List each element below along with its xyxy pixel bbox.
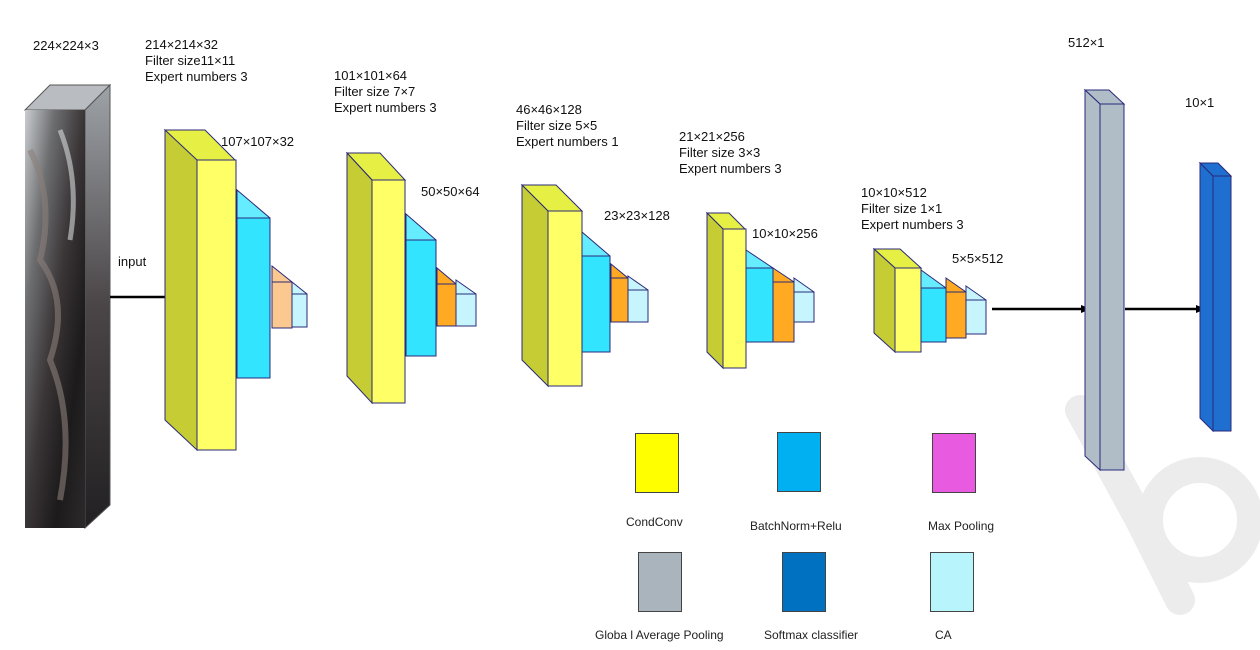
block5-conv-front [894,267,922,353]
block4-filter: Filter size 3×3 [679,145,761,160]
softmax-bar [1198,161,1233,433]
block1-pool-front [271,281,293,329]
block4-conv-front [722,228,747,369]
block2-dims: 101×101×64 [334,68,408,83]
legend-swatch-max-pooling [932,433,976,493]
input-image [23,83,112,530]
block2-conv-side [346,151,373,405]
block5-experts: Expert numbers 3 [861,217,964,232]
block3-conv-side [521,183,549,388]
block5-filter: Filter size 1×1 [861,201,943,216]
legend-swatch-condconv [635,433,679,493]
legend-label-gap: Globa l Average Pooling [595,628,724,642]
block-2 [345,151,477,405]
block4-pool-label: 10×10×256 [752,226,818,241]
block1-label: 214×214×32 Filter size11×11 Expert numbe… [145,37,248,85]
block2-pool-front [436,283,457,327]
block4-label: 21×21×256 Filter size 3×3 Expert numbers… [679,129,782,177]
block1-bn-front [236,217,271,379]
softmax-bar-front [1212,175,1232,432]
block3-experts: Expert numbers 1 [516,134,619,149]
block-4 [705,211,815,370]
block3-pool-front [610,277,629,323]
block4-conv-side [706,211,724,370]
input-dims-label: 224×224×3 [33,38,99,53]
block2-ca-front [455,293,477,327]
block1-ca-front [291,293,308,328]
gap-dims-label: 512×1 [1068,35,1105,50]
legend-swatch-ca [930,552,974,612]
legend-swatch-bn-relu [777,432,821,492]
legend-label-condconv: CondConv [626,515,683,529]
block2-pool-label: 50×50×64 [421,184,480,199]
block4-dims: 21×21×256 [679,129,745,144]
block1-filter: Filter size11×11 [145,53,236,68]
block-5 [872,247,987,354]
block3-label: 46×46×128 Filter size 5×5 Expert numbers… [516,102,619,150]
block3-dims: 46×46×128 [516,102,582,117]
legend-swatch-gap [638,552,682,612]
block4-bn-front [745,267,774,343]
softmax-dims-label: 10×1 [1185,95,1215,110]
block2-bn-front [405,239,437,357]
block5-dims: 10×10×512 [861,185,927,200]
legend-label-max-pooling: Max Pooling [928,519,995,533]
block4-experts: Expert numbers 3 [679,161,782,176]
block2-experts: Expert numbers 3 [334,100,437,115]
block5-pool-label: 5×5×512 [952,251,1004,266]
block1-conv-side [164,128,198,452]
gap-bar-front [1099,103,1125,471]
block1-conv-front [196,159,237,451]
softmax-bar-side [1199,161,1214,433]
input-image-side [84,83,111,530]
block3-conv-front [547,210,583,387]
input-image-texture [27,148,69,501]
block4-ca-front [793,291,815,323]
block-3 [520,183,649,388]
block1-dims: 214×214×32 [145,37,219,52]
legend-label-bn-relu: BatchNorm+Relu [750,519,842,533]
block2-label: 101×101×64 Filter size 7×7 Expert number… [334,68,437,116]
input-image-highlight [57,129,76,241]
block3-ca-front [627,289,649,323]
block4-pool-front [772,281,795,343]
input-label: input [118,254,147,269]
legend-swatch-softmax [782,552,826,612]
block1-pool-label: 107×107×32 [221,134,295,149]
block2-filter: Filter size 7×7 [334,84,416,99]
block-1 [163,128,308,452]
block5-label: 10×10×512 Filter size 1×1 Expert numbers… [861,185,964,233]
block5-ca-front [965,299,987,335]
legend-label-softmax: Softmax classifier [764,628,859,642]
gap-bar-side [1084,88,1101,472]
gap-bar [1083,88,1126,472]
block2-conv-front [371,179,406,404]
block3-filter: Filter size 5×5 [516,118,598,133]
block3-pool-label: 23×23×128 [604,208,670,223]
block5-bn-front [920,287,947,343]
block1-experts: Expert numbers 3 [145,69,248,84]
block3-bn-front [581,255,611,353]
legend-label-ca: CA [935,628,952,642]
block5-pool-front [945,291,967,339]
